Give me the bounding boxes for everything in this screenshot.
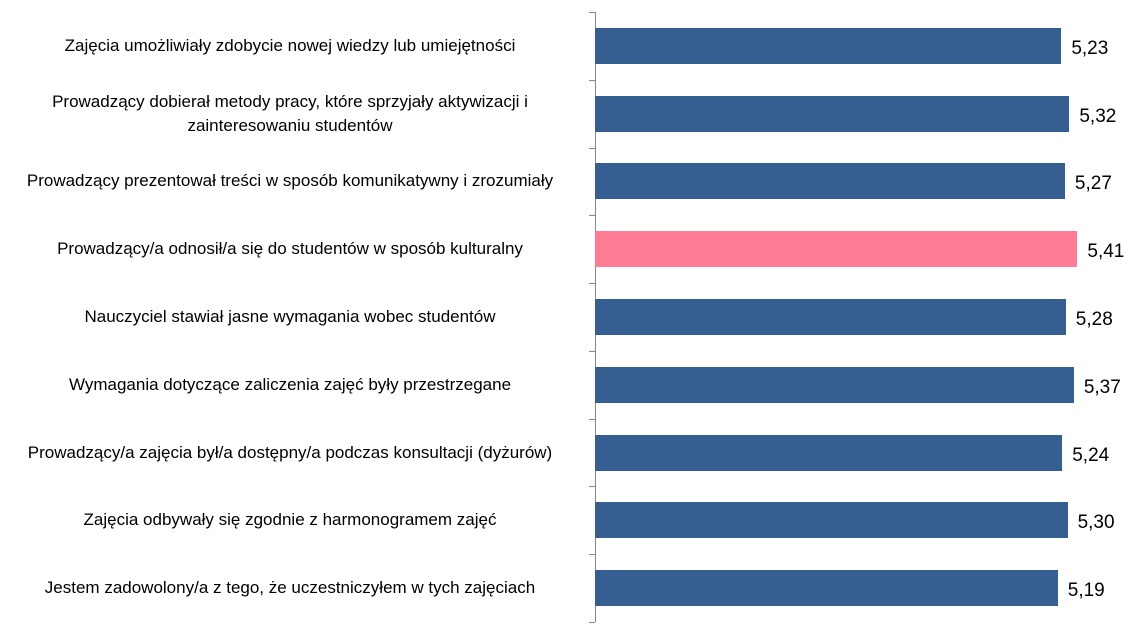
value-label: 5,24 xyxy=(1072,444,1110,466)
tick xyxy=(589,12,595,13)
bar xyxy=(595,366,1074,403)
value-label: 5,37 xyxy=(1083,376,1121,398)
bar xyxy=(595,27,1062,64)
tick xyxy=(589,486,595,487)
category-label: Wymagania dotyczące zaliczenia zajęć był… xyxy=(68,374,512,394)
value-label: 5,19 xyxy=(1067,580,1105,602)
value-label: 5,28 xyxy=(1075,309,1113,330)
category-label: Prowadzący/a zajęcia był/a dostępny/a po… xyxy=(27,442,553,462)
value-label: 5,23 xyxy=(1071,37,1109,59)
value-label: 5,30 xyxy=(1077,512,1115,534)
category-label: Prowadzący dobierał metody pracy, które … xyxy=(52,91,528,135)
bar xyxy=(595,95,1070,132)
tick xyxy=(589,80,595,81)
value-label: 5,27 xyxy=(1074,173,1112,195)
bar xyxy=(595,163,1065,200)
value-label: 5,41 xyxy=(1087,241,1125,263)
tick xyxy=(589,215,595,216)
tick xyxy=(589,554,595,555)
bar xyxy=(595,434,1063,471)
bar xyxy=(595,570,1058,607)
category-label: Zajęcia umożliwiały zdobycie nowej wiedz… xyxy=(64,35,516,55)
tick xyxy=(589,351,595,352)
tick xyxy=(589,283,595,284)
category-label: Jestem zadowolony/a z tego, że uczestnic… xyxy=(44,578,536,598)
bar xyxy=(595,299,1066,335)
bar xyxy=(595,502,1068,539)
tick xyxy=(589,622,595,623)
category-label: Nauczyciel stawiał jasne wymagania wobec… xyxy=(84,307,496,326)
bar xyxy=(595,231,1078,268)
category-label: Prowadzący prezentował treści w sposób k… xyxy=(26,171,554,191)
category-label: Prowadzący/a odnosił/a się do studentów … xyxy=(57,239,523,259)
category-label: Zajęcia odbywały się zgodnie z harmonogr… xyxy=(83,510,497,530)
value-label: 5,32 xyxy=(1079,105,1117,127)
tick xyxy=(589,419,595,420)
tick xyxy=(589,148,595,149)
